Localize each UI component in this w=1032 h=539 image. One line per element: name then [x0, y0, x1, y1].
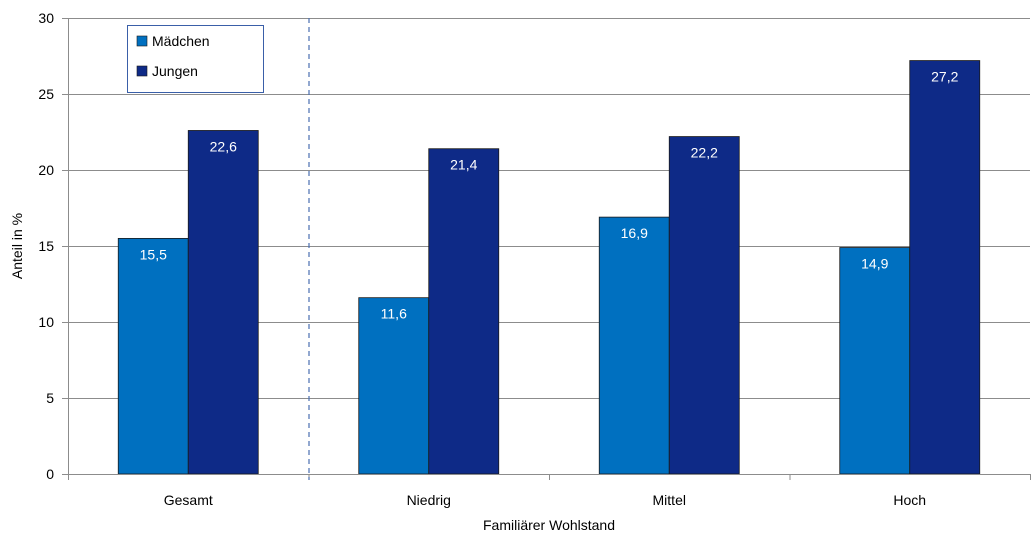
axes: 0 5 10 15 20 25 30 Gesamt Niedrig Mittel Hoch: [38, 10, 1031, 508]
bar-maedchen-hoch: [839, 247, 911, 475]
bar-maedchen-niedrig: [358, 297, 430, 475]
y-tick-label-5: 5: [46, 390, 54, 406]
bar-jungen-hoch: [909, 60, 981, 475]
data-label-maedchen-mittel: 16,9: [621, 225, 648, 241]
x-tick-label-niedrig: Niedrig: [407, 492, 451, 508]
y-tick-label-25: 25: [38, 86, 54, 102]
data-label-maedchen-hoch: 14,9: [861, 256, 888, 272]
data-label-jungen-gesamt: 22,6: [210, 138, 237, 154]
x-axis-title: Familiärer Wohlstand: [483, 517, 615, 533]
y-tick-label-30: 30: [38, 10, 54, 26]
legend-swatch-maedchen: [136, 35, 148, 47]
bars: [117, 60, 981, 475]
legend-label-jungen: Jungen: [152, 63, 198, 79]
bar-jungen-gesamt: [187, 130, 259, 475]
data-labels: 15,5 22,6 11,6 21,4 16,9 22,2 14,9 27,2: [140, 69, 959, 322]
data-label-jungen-niedrig: 21,4: [450, 157, 477, 173]
x-tick-label-gesamt: Gesamt: [164, 492, 213, 508]
y-axis-title: Anteil in %: [9, 213, 25, 279]
x-tick-label-mittel: Mittel: [653, 492, 686, 508]
bar-jungen-mittel: [668, 136, 740, 475]
bar-jungen-niedrig: [428, 148, 500, 475]
y-tick-label-20: 20: [38, 162, 54, 178]
legend-swatch-jungen: [136, 65, 148, 77]
bar-maedchen-gesamt: [117, 237, 189, 475]
data-label-jungen-hoch: 27,2: [931, 69, 958, 85]
y-tick-label-10: 10: [38, 314, 54, 330]
x-tick-label-hoch: Hoch: [893, 492, 926, 508]
legend: Mädchen Jungen: [127, 25, 264, 93]
data-label-maedchen-gesamt: 15,5: [140, 246, 167, 262]
y-tick-label-0: 0: [46, 466, 54, 482]
data-label-maedchen-niedrig: 11,6: [381, 306, 407, 322]
y-tick-label-15: 15: [38, 238, 54, 254]
legend-box: [127, 25, 264, 93]
data-label-jungen-mittel: 22,2: [691, 145, 718, 161]
legend-label-maedchen: Mädchen: [152, 33, 210, 49]
bar-maedchen-mittel: [598, 216, 670, 475]
